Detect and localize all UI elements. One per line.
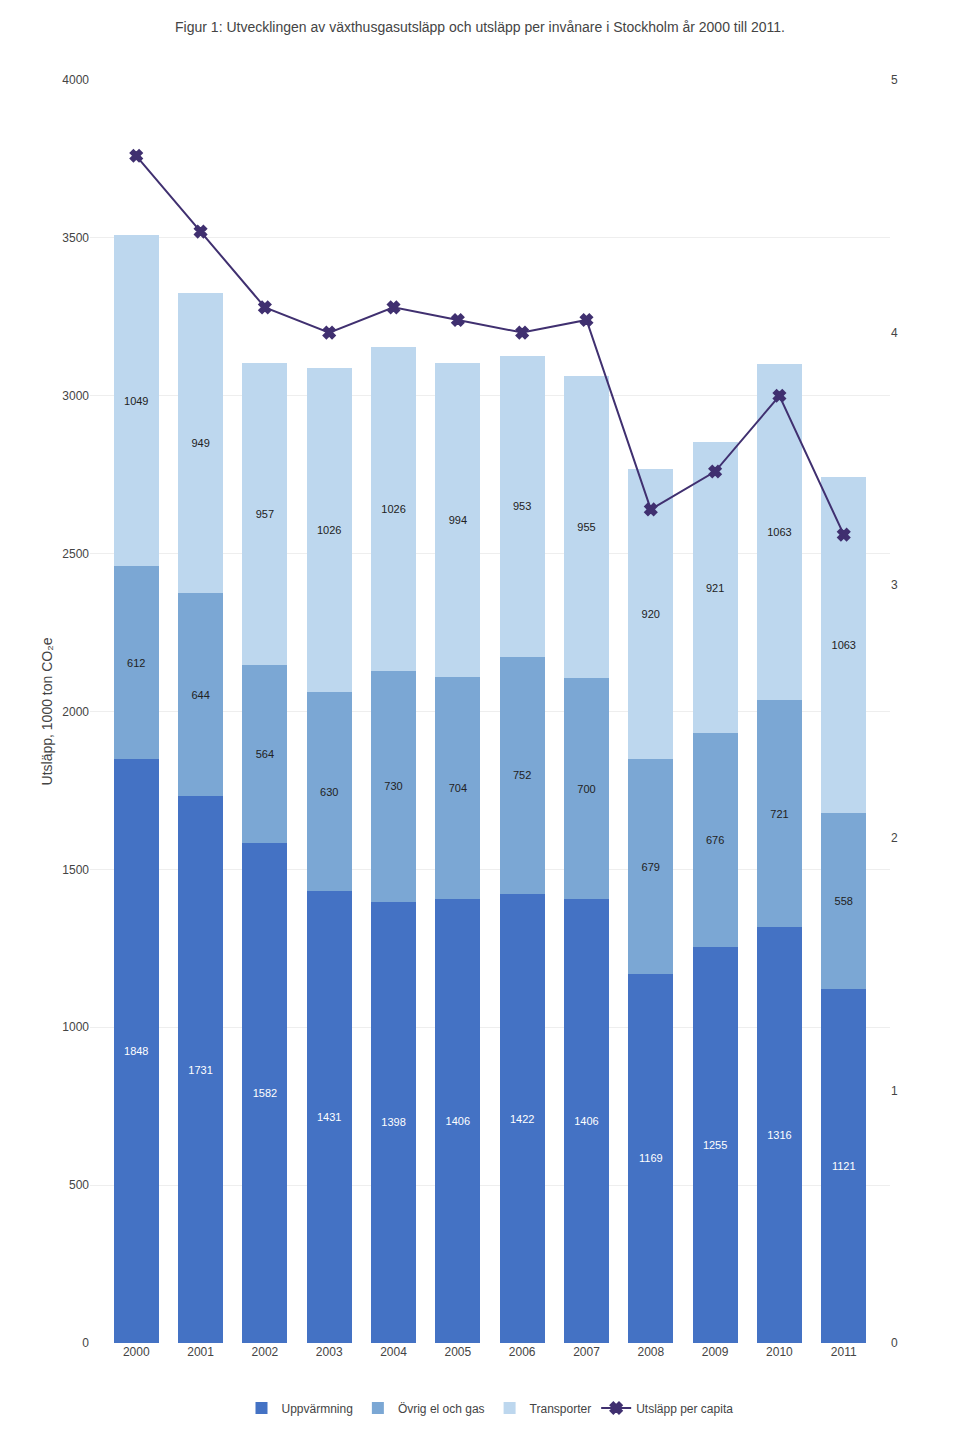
- svg-text:564: 564: [256, 748, 274, 760]
- svg-text:2004: 2004: [380, 1345, 407, 1359]
- svg-text:730: 730: [384, 780, 402, 792]
- svg-text:1431: 1431: [317, 1111, 341, 1123]
- svg-text:994: 994: [449, 514, 467, 526]
- svg-text:1255: 1255: [703, 1139, 727, 1151]
- svg-text:2: 2: [891, 831, 898, 845]
- svg-text:2009: 2009: [702, 1345, 729, 1359]
- svg-text:Utsläpp per capita: Utsläpp per capita: [636, 1402, 733, 1416]
- svg-text:1406: 1406: [574, 1115, 598, 1127]
- svg-text:721: 721: [770, 808, 788, 820]
- svg-text:949: 949: [191, 437, 209, 449]
- svg-text:1000: 1000: [62, 1020, 89, 1034]
- svg-text:5: 5: [891, 73, 898, 87]
- svg-text:2005: 2005: [444, 1345, 471, 1359]
- svg-text:2007: 2007: [573, 1345, 600, 1359]
- svg-text:1121: 1121: [832, 1160, 856, 1172]
- svg-text:500: 500: [69, 1178, 89, 1192]
- svg-text:1398: 1398: [381, 1116, 405, 1128]
- svg-text:1049: 1049: [124, 395, 148, 407]
- svg-text:679: 679: [642, 861, 660, 873]
- svg-text:Uppvärmning: Uppvärmning: [282, 1402, 353, 1416]
- svg-text:1026: 1026: [317, 524, 341, 536]
- svg-text:3000: 3000: [62, 389, 89, 403]
- svg-text:644: 644: [191, 689, 209, 701]
- svg-text:1316: 1316: [767, 1129, 791, 1141]
- svg-text:1500: 1500: [62, 863, 89, 877]
- svg-text:1: 1: [891, 1084, 898, 1098]
- svg-text:4: 4: [891, 326, 898, 340]
- svg-text:3500: 3500: [62, 231, 89, 245]
- svg-text:957: 957: [256, 508, 274, 520]
- svg-text:630: 630: [320, 786, 338, 798]
- svg-text:2003: 2003: [316, 1345, 343, 1359]
- svg-text:2000: 2000: [62, 705, 89, 719]
- svg-text:752: 752: [513, 769, 531, 781]
- svg-text:558: 558: [835, 895, 853, 907]
- svg-text:953: 953: [513, 500, 531, 512]
- svg-text:Transporter: Transporter: [530, 1402, 592, 1416]
- svg-text:Figur 1: Utvecklingen av växth: Figur 1: Utvecklingen av växthusgasutslä…: [175, 19, 785, 35]
- svg-text:1169: 1169: [639, 1152, 663, 1164]
- svg-text:612: 612: [127, 657, 145, 669]
- svg-text:2002: 2002: [252, 1345, 279, 1359]
- svg-text:955: 955: [577, 521, 595, 533]
- svg-text:1731: 1731: [188, 1064, 212, 1076]
- svg-text:704: 704: [449, 782, 467, 794]
- svg-text:1406: 1406: [446, 1115, 470, 1127]
- svg-text:2500: 2500: [62, 547, 89, 561]
- svg-text:2006: 2006: [509, 1345, 536, 1359]
- svg-text:4000: 4000: [62, 73, 89, 87]
- svg-text:921: 921: [706, 582, 724, 594]
- svg-text:1422: 1422: [510, 1113, 534, 1125]
- svg-text:2000: 2000: [123, 1345, 150, 1359]
- svg-text:2011: 2011: [831, 1345, 857, 1359]
- svg-text:2008: 2008: [637, 1345, 664, 1359]
- svg-text:1026: 1026: [381, 503, 405, 515]
- svg-text:0: 0: [891, 1336, 898, 1350]
- svg-text:2010: 2010: [766, 1345, 793, 1359]
- svg-text:2001: 2001: [187, 1345, 214, 1359]
- svg-text:1063: 1063: [767, 526, 791, 538]
- svg-text:1582: 1582: [253, 1087, 277, 1099]
- svg-text:0: 0: [82, 1336, 89, 1350]
- svg-text:676: 676: [706, 834, 724, 846]
- svg-text:3: 3: [891, 578, 898, 592]
- svg-text:920: 920: [642, 608, 660, 620]
- svg-text:Utsläpp, 1000 ton CO₂e: Utsläpp, 1000 ton CO₂e: [39, 637, 55, 785]
- svg-text:1063: 1063: [832, 639, 856, 651]
- svg-text:700: 700: [577, 783, 595, 795]
- svg-text:Övrig el och gas: Övrig el och gas: [398, 1402, 485, 1416]
- svg-text:1848: 1848: [124, 1045, 148, 1057]
